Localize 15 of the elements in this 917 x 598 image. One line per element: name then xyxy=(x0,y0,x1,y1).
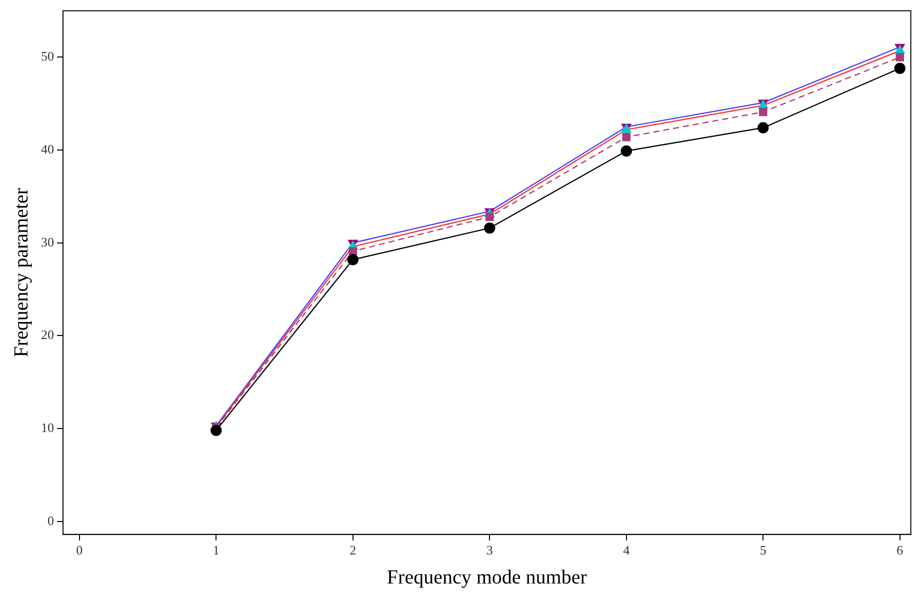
y-tick-label: 40 xyxy=(41,141,54,156)
x-tick-label: 0 xyxy=(76,542,83,558)
y-tick-label: 50 xyxy=(41,48,54,64)
x-tick-label: 6 xyxy=(896,542,904,558)
x-axis-title: Frequency mode number xyxy=(386,566,588,588)
x-tick-label: 3 xyxy=(486,542,493,558)
y-tick-label: 20 xyxy=(41,327,54,342)
x-tick-label: 5 xyxy=(760,542,766,558)
y-axis-title: Frequency parameter xyxy=(10,188,32,358)
x-tick-label: 4 xyxy=(623,542,630,558)
x-tick-label: 1 xyxy=(212,542,220,558)
x-tick-label: 2 xyxy=(350,542,356,558)
y-tick-label: 30 xyxy=(41,234,54,250)
y-tick-label: 10 xyxy=(41,420,54,435)
y-tick-label: 0 xyxy=(48,512,54,528)
